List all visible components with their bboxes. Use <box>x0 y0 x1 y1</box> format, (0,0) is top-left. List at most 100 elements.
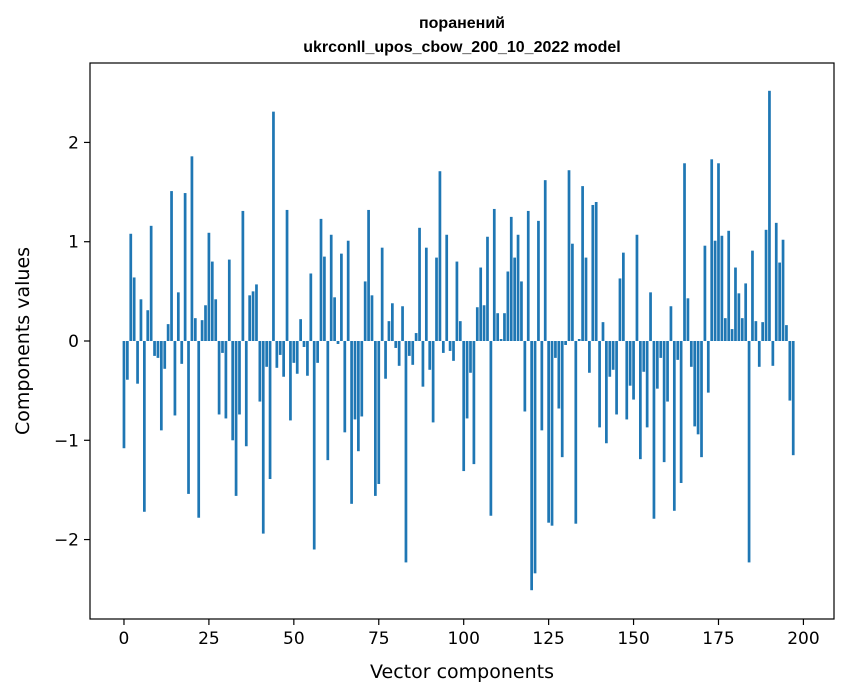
bars-group <box>122 90 795 591</box>
bar-8 <box>149 225 153 341</box>
bar-61 <box>329 234 333 341</box>
bar-63 <box>336 341 340 344</box>
bar-137 <box>588 341 591 373</box>
bar-98 <box>455 261 459 341</box>
bar-145 <box>615 341 618 415</box>
bar-0 <box>122 341 126 449</box>
bar-31 <box>227 259 231 341</box>
bar-122 <box>537 220 540 341</box>
bar-42 <box>265 341 269 367</box>
x-tick-label-150: 150 <box>617 629 649 649</box>
y-tick-label-3: 1 <box>68 233 79 253</box>
bar-114 <box>509 216 513 341</box>
bar-170 <box>700 341 703 458</box>
bar-3 <box>132 277 136 341</box>
bar-115 <box>513 257 517 341</box>
bar-133 <box>574 341 578 524</box>
bar-1 <box>126 341 129 380</box>
bar-188 <box>761 322 765 341</box>
bar-100 <box>462 341 466 472</box>
bar-43 <box>268 341 272 480</box>
bar-124 <box>543 180 547 341</box>
bar-39 <box>255 284 258 341</box>
bar-144 <box>611 341 615 370</box>
bar-97 <box>452 341 455 361</box>
bar-62 <box>333 297 336 341</box>
bar-197 <box>791 341 795 456</box>
bar-52 <box>299 319 302 341</box>
bar-113 <box>506 271 510 341</box>
bar-180 <box>734 267 737 341</box>
bar-168 <box>693 341 697 427</box>
bar-15 <box>173 341 177 416</box>
bar-7 <box>146 310 150 341</box>
bar-55 <box>309 273 313 341</box>
chart-title-line1: поранений <box>419 15 505 32</box>
bar-120 <box>530 341 533 591</box>
bar-104 <box>475 307 479 341</box>
x-tick-label-0: 0 <box>119 629 130 649</box>
bar-164 <box>679 341 683 483</box>
bar-118 <box>523 341 527 412</box>
bar-193 <box>778 262 781 341</box>
bar-30 <box>224 341 228 419</box>
bar-174 <box>713 240 717 341</box>
bar-110 <box>496 313 500 341</box>
bar-13 <box>166 324 170 341</box>
bar-182 <box>740 318 744 341</box>
bar-99 <box>458 321 462 341</box>
bar-103 <box>472 341 476 465</box>
bar-89 <box>424 247 428 341</box>
bar-91 <box>431 341 435 423</box>
x-tick-label-75: 75 <box>368 629 390 649</box>
bar-50 <box>292 341 296 363</box>
bar-64 <box>340 253 343 341</box>
bar-196 <box>788 341 792 401</box>
bar-93 <box>438 171 442 341</box>
bar-11 <box>159 341 163 431</box>
bar-26 <box>210 261 214 341</box>
bar-141 <box>601 322 605 341</box>
bar-75 <box>377 341 381 484</box>
bar-139 <box>594 202 598 341</box>
x-tick-label-200: 200 <box>787 629 819 649</box>
bar-88 <box>421 341 425 387</box>
bar-154 <box>645 341 649 428</box>
bar-148 <box>625 341 629 420</box>
bar-69 <box>357 341 360 452</box>
bar-53 <box>302 341 306 347</box>
bar-36 <box>244 341 248 447</box>
bar-127 <box>554 341 557 358</box>
bar-54 <box>306 341 309 376</box>
bar-17 <box>180 341 184 364</box>
bar-157 <box>655 341 659 389</box>
bar-101 <box>465 341 469 419</box>
bar-138 <box>591 204 595 341</box>
bar-189 <box>764 229 768 341</box>
bar-84 <box>407 341 411 356</box>
bar-131 <box>567 170 571 341</box>
bar-195 <box>785 325 788 341</box>
bar-65 <box>343 341 347 433</box>
bar-159 <box>662 341 666 463</box>
bar-130 <box>564 341 567 345</box>
bar-56 <box>312 341 316 550</box>
bar-18 <box>183 193 187 341</box>
bar-169 <box>696 341 700 435</box>
bar-192 <box>774 222 778 341</box>
bar-179 <box>730 329 734 341</box>
bar-187 <box>757 341 761 367</box>
y-tick-label-0: −2 <box>54 531 79 551</box>
bar-77 <box>384 341 387 379</box>
bar-60 <box>326 341 330 461</box>
bar-76 <box>380 247 384 341</box>
bar-167 <box>689 341 693 367</box>
bar-181 <box>737 293 741 341</box>
bar-156 <box>652 341 656 519</box>
plot-frame <box>89 62 835 620</box>
bar-5 <box>139 299 143 341</box>
x-axis-ticks: 0 25 50 75 100 125 150 175 200 <box>119 619 820 649</box>
bar-166 <box>686 298 690 341</box>
y-axis-label: Components values <box>12 247 34 435</box>
